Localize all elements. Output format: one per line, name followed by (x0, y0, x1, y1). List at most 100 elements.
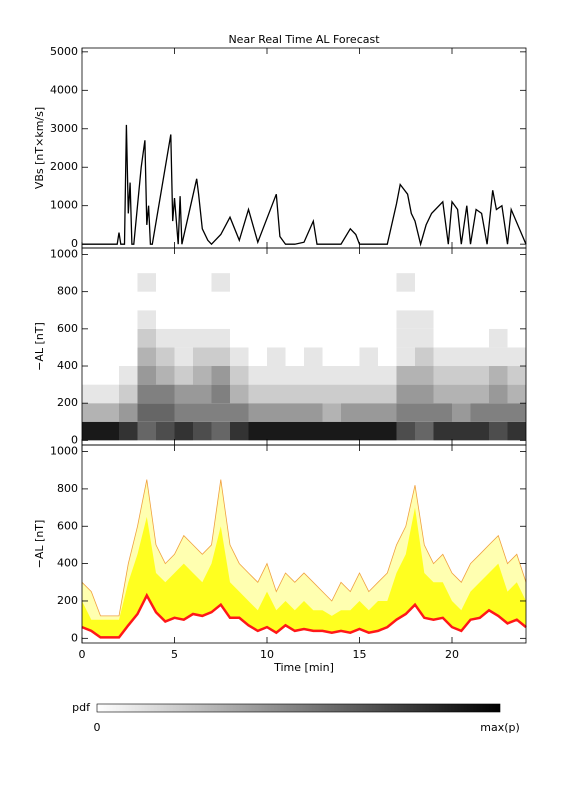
heat-cell (359, 254, 378, 274)
heat-cell (211, 421, 230, 441)
heat-cell (322, 421, 341, 441)
heat-cell (285, 310, 304, 329)
heat-cell (156, 384, 175, 404)
heat-cell (470, 384, 489, 404)
heat-cell (119, 310, 138, 329)
heat-cell (415, 273, 434, 292)
heat-cell (193, 403, 212, 422)
heat-cell (230, 328, 249, 348)
heat-cell (267, 366, 286, 385)
colorbar-min: 0 (94, 721, 101, 734)
heat-cell (156, 403, 175, 422)
x-tick-label: 10 (260, 648, 274, 661)
heat-cell (415, 291, 434, 311)
heat-cell (137, 254, 156, 274)
y-axis-label: VBs [nT×km/s] (33, 107, 46, 189)
heat-cell (285, 421, 304, 441)
heat-cell (507, 310, 526, 329)
heat-cell (174, 310, 193, 329)
heat-cell (489, 273, 508, 292)
heat-cell (174, 384, 193, 404)
heat-cell (156, 347, 175, 367)
heat-cell (489, 254, 508, 274)
heat-cell (304, 291, 323, 311)
heat-cell (341, 421, 360, 441)
plot-frame (81, 444, 527, 644)
heat-cell (304, 328, 323, 348)
heat-cell (489, 403, 508, 422)
heat-cell (415, 254, 434, 274)
heat-cell (452, 403, 471, 422)
heat-cell (267, 291, 286, 311)
heat-cell (174, 328, 193, 348)
y-tick-label: 4000 (50, 83, 78, 96)
heat-cell (396, 273, 415, 292)
heat-cell (211, 403, 230, 422)
heat-cell (248, 310, 267, 329)
heat-cell (322, 273, 341, 292)
heat-cell (489, 347, 508, 367)
heat-cell (156, 328, 175, 348)
heat-cell (452, 421, 471, 441)
y-tick-label: 200 (57, 396, 78, 409)
heat-cell (507, 366, 526, 385)
heat-cell (341, 403, 360, 422)
heat-cell (100, 273, 119, 292)
heat-cell (156, 366, 175, 385)
heat-cell (100, 328, 119, 348)
heat-cell (415, 366, 434, 385)
heat-cell (248, 291, 267, 311)
heat-cell (137, 328, 156, 348)
heat-cell (322, 328, 341, 348)
inner-band (82, 507, 526, 638)
heat-cell (248, 421, 267, 441)
y-axis-label: −AL [nT] (33, 520, 46, 569)
colorbar-max: max(p) (480, 721, 520, 734)
heat-cell (470, 310, 489, 329)
heat-cell (489, 328, 508, 348)
heat-cell (267, 310, 286, 329)
heat-cell (100, 384, 119, 404)
heat-cell (285, 254, 304, 274)
heat-cell (267, 328, 286, 348)
heat-cell (193, 347, 212, 367)
heat-cell (359, 384, 378, 404)
heat-cell (322, 254, 341, 274)
heat-cell (267, 347, 286, 367)
heat-cell (119, 403, 138, 422)
heat-cell (489, 291, 508, 311)
heat-cell (230, 310, 249, 329)
heat-cell (304, 403, 323, 422)
heat-cell (248, 273, 267, 292)
heat-cell (211, 366, 230, 385)
heat-cell (341, 310, 360, 329)
y-tick-label: 0 (71, 631, 78, 644)
heat-cell (174, 366, 193, 385)
heat-cell (507, 254, 526, 274)
heat-cell (489, 384, 508, 404)
heat-cell (193, 328, 212, 348)
heat-cell (415, 347, 434, 367)
heat-cell (248, 254, 267, 274)
heat-cell (211, 273, 230, 292)
heat-cell (396, 310, 415, 329)
heat-cell (507, 384, 526, 404)
heat-cell (119, 421, 138, 441)
heat-cell (433, 403, 452, 422)
heat-cell (507, 421, 526, 441)
heat-cell (359, 421, 378, 441)
heat-cell (267, 384, 286, 404)
heat-cell (433, 421, 452, 441)
heat-cell (322, 347, 341, 367)
heat-cell (396, 347, 415, 367)
heat-cell (341, 328, 360, 348)
heat-cell (378, 273, 397, 292)
heat-cell (211, 384, 230, 404)
heat-cell (193, 273, 212, 292)
heat-cell (378, 310, 397, 329)
heat-cell (396, 254, 415, 274)
heat-cell (470, 421, 489, 441)
heat-cell (248, 347, 267, 367)
upper-line (81, 479, 527, 617)
